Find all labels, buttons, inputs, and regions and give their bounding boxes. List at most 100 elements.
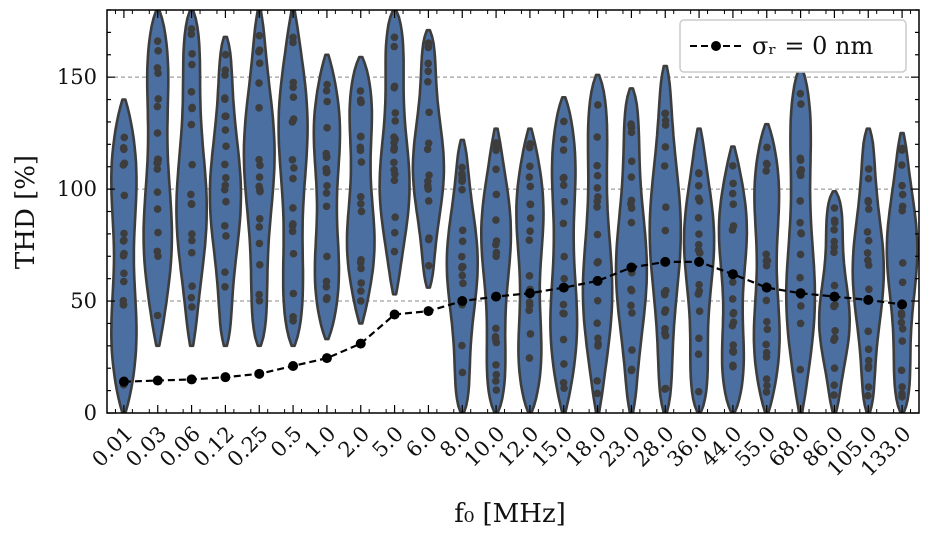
violin-point	[323, 124, 331, 132]
violin-point	[830, 226, 838, 234]
violin-point	[525, 236, 534, 244]
violin-point	[458, 252, 466, 261]
violin-point	[695, 334, 703, 343]
violin-point	[898, 259, 907, 267]
violin-point	[221, 282, 229, 291]
violin-point	[423, 145, 432, 154]
violin-point	[289, 313, 297, 321]
violin-point	[864, 391, 872, 400]
violin-point	[357, 264, 365, 273]
violin-point	[153, 159, 162, 167]
violin-point	[187, 88, 196, 96]
violin-point	[188, 60, 196, 69]
violin-point	[459, 279, 467, 288]
series-point-55.0	[761, 282, 772, 293]
violin-point	[119, 237, 128, 245]
violin-point	[188, 303, 196, 311]
series-point-23.0	[626, 262, 637, 273]
violin-point	[593, 133, 601, 141]
violin-point	[391, 117, 400, 125]
series-point-8.0	[457, 296, 468, 307]
violin-point	[424, 77, 432, 86]
violin-point	[323, 252, 331, 261]
violin-point	[288, 227, 297, 236]
violin-point	[153, 165, 162, 173]
violin-point	[187, 200, 196, 209]
violin-point	[154, 228, 162, 237]
violin-point	[255, 214, 264, 223]
violin-point	[154, 47, 162, 55]
violin-point	[492, 361, 500, 369]
violin-point	[525, 173, 534, 181]
series-point-0.01	[118, 376, 129, 387]
violin-point	[594, 101, 602, 109]
violin-point	[627, 218, 636, 227]
series-point-5.0	[389, 309, 400, 320]
violin-point	[525, 272, 534, 280]
violin-point	[762, 159, 771, 168]
violin-point	[627, 120, 635, 128]
violin-point	[560, 197, 569, 206]
violin-point	[458, 237, 467, 246]
violin-point	[559, 309, 567, 318]
violin-point	[322, 277, 331, 286]
violin-point	[491, 335, 500, 343]
x-tick-label: 6.0	[401, 422, 442, 463]
violin-point	[830, 281, 839, 290]
violin-point	[357, 287, 365, 295]
violin-point	[694, 240, 703, 249]
violin-point	[492, 216, 500, 224]
violin-point	[526, 214, 535, 223]
violin-point	[559, 146, 568, 154]
violin-point	[559, 181, 568, 189]
violin-point	[255, 260, 264, 269]
violin-point	[627, 365, 636, 374]
violin-point	[898, 393, 906, 401]
violin-point	[458, 226, 467, 235]
violin-point	[898, 181, 906, 190]
violin-point	[797, 229, 806, 238]
violin-point	[729, 309, 738, 318]
violin-point	[119, 300, 128, 309]
violin-point	[492, 248, 501, 257]
violin-105.0	[851, 127, 886, 413]
violin-point	[694, 181, 703, 190]
violin-point	[560, 274, 568, 283]
series-point-0.25	[254, 368, 265, 379]
violin-point	[796, 250, 805, 259]
violin-point	[863, 249, 872, 257]
violin-point	[255, 223, 264, 231]
violin-point	[729, 179, 737, 188]
violin-point	[288, 222, 297, 230]
violin-point	[221, 160, 229, 169]
violin-point	[188, 103, 197, 112]
violin-point	[695, 287, 704, 295]
violin-point	[458, 185, 466, 194]
violin-point	[762, 250, 771, 259]
violin-point	[526, 182, 535, 191]
violin-point	[288, 156, 297, 164]
violin-point	[188, 230, 196, 238]
legend: σᵣ = 0 nm	[679, 19, 907, 73]
violin-point	[627, 157, 636, 166]
series-point-105.0	[863, 294, 874, 305]
violin-point	[256, 161, 264, 170]
violin-point	[390, 146, 398, 154]
violin-point	[187, 293, 196, 302]
violin-point	[897, 366, 906, 375]
violin-point	[559, 117, 568, 126]
violin-point	[187, 248, 196, 257]
violin-point	[221, 181, 230, 190]
violin-point	[560, 252, 568, 261]
violin-point	[593, 319, 601, 327]
violin-12.0	[515, 127, 545, 413]
violin-point	[458, 163, 466, 172]
x-tick-label: 0.25	[223, 422, 273, 472]
violin-point	[593, 171, 602, 180]
violin-point	[492, 370, 501, 379]
violin-point	[864, 236, 873, 245]
violin-point	[458, 176, 467, 184]
violin-point	[593, 203, 601, 211]
violin-point	[188, 50, 196, 58]
violin-point	[424, 59, 433, 68]
